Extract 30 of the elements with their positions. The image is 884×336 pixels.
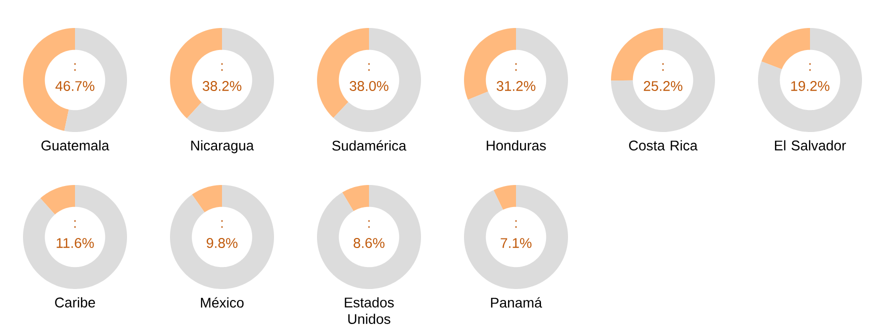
text: 46.7%	[55, 81, 94, 91]
text: :	[515, 220, 517, 228]
text: México	[200, 297, 244, 308]
text: :	[809, 63, 811, 71]
text: Caribe	[55, 297, 95, 308]
text: :	[662, 63, 664, 71]
text: :	[74, 63, 76, 71]
text: Sudamérica	[332, 140, 406, 151]
text: Panamá	[491, 297, 542, 308]
text: 8.6%	[354, 238, 384, 248]
text: Honduras	[486, 140, 546, 150]
text: 11.6%	[56, 238, 94, 248]
text: :	[74, 220, 76, 228]
text: :	[515, 63, 517, 71]
text: Estados Unidos	[344, 297, 394, 324]
text: :	[221, 220, 223, 228]
text: 25.2%	[644, 81, 682, 91]
text: Costa Rica	[629, 140, 698, 150]
text: :	[368, 220, 370, 228]
text: Nicaragua	[191, 140, 254, 154]
text: :	[368, 63, 370, 71]
text: 7.1%	[500, 238, 532, 248]
text: 38.2%	[202, 81, 242, 91]
text: 19.2%	[791, 81, 830, 91]
text: El Salvador	[774, 140, 846, 150]
text: 31.2%	[496, 81, 536, 91]
text: :	[221, 63, 223, 71]
text: Guatemala	[41, 140, 110, 150]
text: 9.8%	[206, 238, 238, 248]
text: 38.0%	[350, 81, 388, 91]
